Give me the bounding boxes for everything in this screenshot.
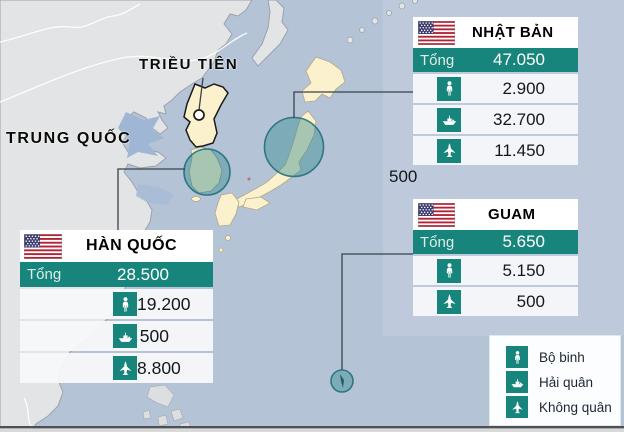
korea-stats-table: HÀN QUỐC Tổng 28.500 19.200 500 8.800 xyxy=(20,230,213,385)
label-floating-500: 500 xyxy=(389,167,418,186)
legend-box: Bộ binh Hải quân Không quân xyxy=(489,335,621,426)
korea-table-title: HÀN QUỐC xyxy=(86,237,178,254)
korea-airforce-row: 8.800 xyxy=(20,353,213,383)
guam-table-title: GUAM xyxy=(488,206,536,223)
airforce-icon xyxy=(437,138,461,163)
hokkaido xyxy=(301,56,346,103)
us-flag-icon xyxy=(24,233,62,259)
japan-infantry-value: 2.900 xyxy=(502,78,545,98)
legend-label-airforce: Không quân xyxy=(539,399,612,415)
yellow-sea-patch xyxy=(136,184,174,205)
japan-navy-value: 32.700 xyxy=(493,109,545,129)
navy-icon xyxy=(113,324,137,348)
infantry-icon xyxy=(506,346,528,368)
airforce-icon xyxy=(506,396,528,418)
north-korea-marker xyxy=(193,109,205,121)
navy-icon xyxy=(506,371,528,393)
korea-infantry-row: 19.200 xyxy=(20,289,213,319)
legend-item-navy: Hải quân xyxy=(506,371,620,393)
total-label: Tổng xyxy=(420,233,455,251)
korea-highlight-circle xyxy=(183,148,231,196)
border-line-amur xyxy=(0,32,248,103)
japan-airforce-row: 11.450 xyxy=(413,136,578,165)
guam-total-row: Tổng 5.650 xyxy=(413,230,578,254)
infantry-icon xyxy=(113,292,137,316)
guam-table-header: GUAM xyxy=(413,199,578,230)
infantry-icon xyxy=(437,76,461,101)
label-north-korea: TRIỀU TIÊN xyxy=(139,56,239,73)
honshu xyxy=(234,110,317,208)
kuril-islands xyxy=(346,0,418,44)
us-flag-icon xyxy=(418,20,455,45)
small-island-1 xyxy=(225,235,231,241)
guam-airforce-row: 500 xyxy=(413,287,578,316)
kyushu xyxy=(214,192,240,227)
korea-navy-value: 500 xyxy=(139,325,169,346)
japan-stats-table: NHẬT BẢN Tổng 47.050 2.900 32.700 11.450 xyxy=(413,17,578,167)
guam-stats-table: GUAM Tổng 5.650 5.150 500 xyxy=(413,199,578,318)
guam-infantry-row: 5.150 xyxy=(413,256,578,285)
korea-navy-row: 500 xyxy=(20,321,213,351)
bottom-frame-line xyxy=(0,426,624,429)
total-label: Tổng xyxy=(420,51,455,69)
guam-airforce-value: 500 xyxy=(516,291,545,311)
japan-table-header: NHẬT BẢN xyxy=(413,17,578,48)
japan-total-row: Tổng 47.050 xyxy=(413,48,578,72)
japan-airforce-value: 11.450 xyxy=(494,140,545,160)
navy-icon xyxy=(437,107,461,132)
guam-infantry-value: 5.150 xyxy=(502,260,545,280)
label-china: TRUNG QUỐC xyxy=(6,130,132,147)
north-korea-pointer-line xyxy=(198,77,204,111)
us-flag-icon xyxy=(418,202,455,227)
border-line-indochina xyxy=(23,397,33,429)
total-label: Tổng xyxy=(27,266,62,283)
legend-item-infantry: Bộ binh xyxy=(506,346,620,368)
korea-connector-line xyxy=(117,168,185,231)
airforce-icon xyxy=(113,356,137,380)
airforce-icon xyxy=(437,289,461,314)
legend-item-airforce: Không quân xyxy=(506,396,620,418)
guam-island-shape xyxy=(340,374,344,388)
japan-total-value: 47.050 xyxy=(493,50,545,69)
north-korea-shape xyxy=(183,83,229,148)
infantry-icon xyxy=(437,258,461,283)
korea-table-header: HÀN QUỐC xyxy=(20,230,213,262)
small-island-2 xyxy=(218,247,224,253)
shikoku xyxy=(242,196,271,211)
korea-infantry-value: 19.200 xyxy=(137,293,191,314)
korea-total-row: Tổng 28.500 xyxy=(20,262,213,287)
border-line-north xyxy=(0,3,141,43)
legend-label-navy: Hải quân xyxy=(539,374,594,390)
guam-connector-line xyxy=(341,253,413,370)
bohai-sea xyxy=(118,112,164,158)
korea-total-value: 28.500 xyxy=(117,264,169,284)
city-dot xyxy=(247,177,251,181)
japan-highlight-circle xyxy=(263,116,325,178)
japan-navy-row: 32.700 xyxy=(413,105,578,134)
sakhalin-island xyxy=(251,0,289,67)
guam-total-value: 5.650 xyxy=(502,232,545,251)
korea-airforce-value: 8.800 xyxy=(137,357,181,378)
jeju-island xyxy=(191,196,201,202)
bottom-frame-strip xyxy=(0,428,624,432)
japan-infantry-row: 2.900 xyxy=(413,74,578,103)
japan-connector-line xyxy=(293,91,413,118)
legend-label-infantry: Bộ binh xyxy=(539,349,585,365)
japan-table-title: NHẬT BẢN xyxy=(472,24,554,41)
